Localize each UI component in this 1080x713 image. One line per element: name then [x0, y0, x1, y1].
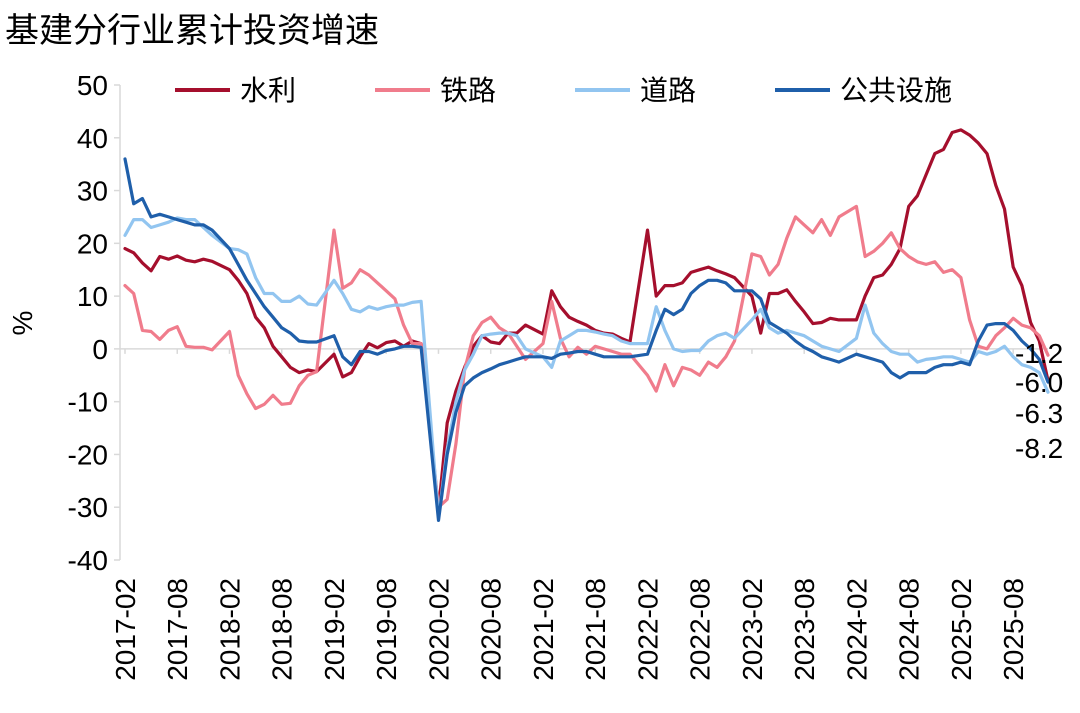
x-tick-label: 2023-08 — [789, 578, 820, 681]
y-tick-label: 20 — [77, 228, 108, 259]
y-tick-label: -30 — [68, 492, 108, 523]
x-tick-label: 2025-02 — [946, 578, 977, 681]
x-tick-label: 2019-08 — [371, 578, 402, 681]
x-tick-label: 2024-02 — [841, 578, 872, 681]
x-tick-label: 2023-02 — [737, 578, 768, 681]
series-layer — [123, 128, 1050, 522]
y-tick-label: -10 — [68, 387, 108, 418]
x-tick-label: 2018-08 — [267, 578, 298, 681]
x-tick-label: 2024-08 — [894, 578, 925, 681]
y-axis-label: % — [7, 311, 38, 336]
series-line-0 — [123, 128, 1050, 512]
series-line-3 — [123, 157, 1050, 522]
legend: 水利 铁路 道路 公共设施 — [175, 74, 952, 107]
y-tick-label: 0 — [92, 334, 108, 365]
y-tick-label: 40 — [77, 123, 108, 154]
legend-label-2: 道路 — [640, 74, 696, 107]
x-tick-label: 2021-02 — [528, 578, 559, 681]
legend-label-0: 水利 — [240, 74, 296, 107]
end-labels: -1.2-6.0-6.3 -8.2 — [1015, 338, 1063, 464]
x-tick-label: 2019-02 — [319, 578, 350, 681]
end-value-label: -6.0 — [1015, 367, 1063, 398]
chart-title: 基建分行业累计投资增速 — [5, 11, 379, 51]
y-tick-label: -40 — [68, 545, 108, 576]
x-tick-label: 2017-08 — [162, 578, 193, 681]
end-value-label: -6.3 — [1015, 398, 1063, 429]
x-tick-label: 2020-02 — [423, 578, 454, 681]
y-tick-label: -20 — [68, 439, 108, 470]
y-tick-label: 30 — [77, 176, 108, 207]
y-tick-label: 50 — [77, 70, 108, 101]
series-line-1 — [123, 204, 1050, 509]
x-tick-label: 2022-08 — [685, 578, 716, 681]
x-tick-label: 2022-02 — [632, 578, 663, 681]
x-tick-label: 2018-02 — [214, 578, 245, 681]
y-tick-label: 10 — [77, 281, 108, 312]
legend-label-1: 铁路 — [440, 74, 496, 107]
x-tick-label: 2025-08 — [998, 578, 1029, 681]
x-tick-label: 2017-02 — [110, 578, 141, 681]
end-value-label: -1.2 — [1015, 338, 1063, 369]
series-line-2 — [123, 216, 1050, 520]
end-value-label: -8.2 — [1015, 433, 1063, 464]
x-tick-label: 2020-08 — [476, 578, 507, 681]
legend-label-3: 公共设施 — [840, 74, 952, 107]
x-tick-label: 2021-08 — [580, 578, 611, 681]
